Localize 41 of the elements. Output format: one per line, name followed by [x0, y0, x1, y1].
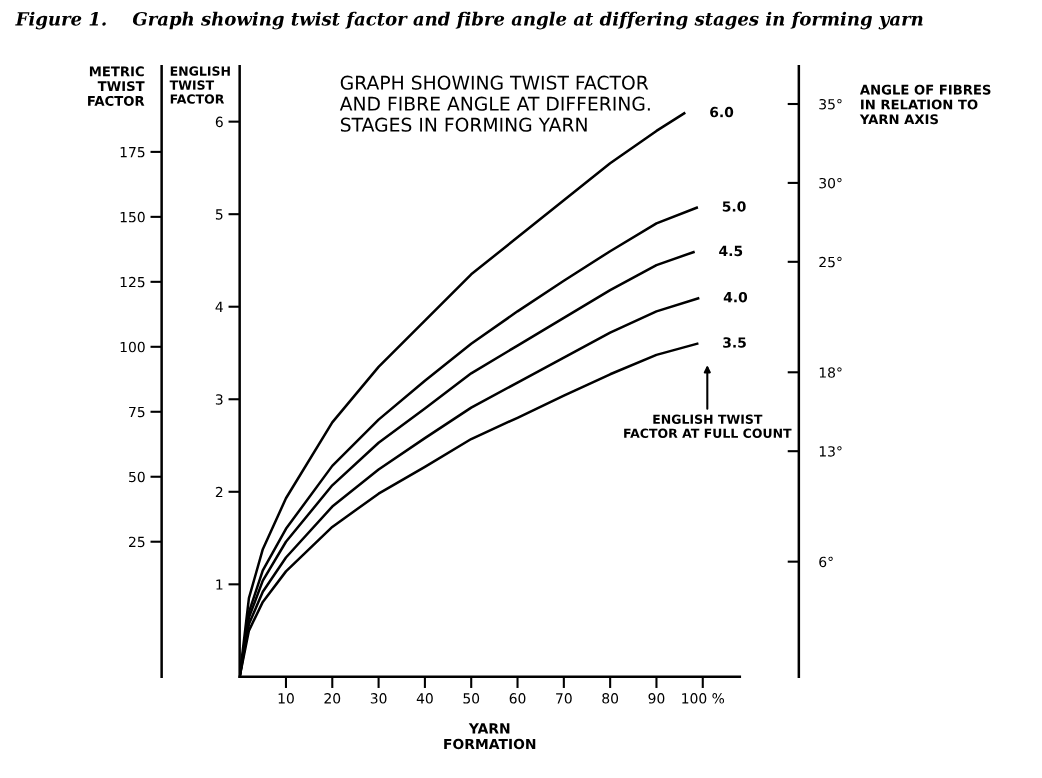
x-tick-label: 60 — [509, 693, 526, 704]
text: GRAPH SHOWING TWIST FACTOR AND FIBRE ANGLE AT DIFFERING. STAGES IN FORMING YARN — [339, 75, 650, 132]
y3-axis-title: METRIC TWIST FACTOR — [88, 66, 145, 106]
y2-axis-title: ANGLE OF FIBRES IN RELATION TO YARN AXIS — [859, 84, 991, 125]
y2-tick-label: 18° — [819, 367, 842, 378]
x-tick-label: 20 — [324, 693, 341, 704]
y3-tick-label: 25 — [129, 536, 145, 548]
y-axis-title: ENGLISH TWIST FACTOR — [169, 66, 230, 104]
x-tick-label: 40 — [416, 693, 433, 704]
x-tick-label: 90 — [648, 693, 665, 704]
y-tick-label: 3 — [215, 394, 223, 405]
series-label: 5.0 — [722, 201, 746, 212]
series-label: 3.5 — [723, 337, 746, 348]
y3-tick-label: 175 — [120, 147, 145, 158]
y-tick-label: 4 — [215, 301, 223, 312]
annotation: ENGLISH TWIST FACTOR AT FULL COUNT — [624, 414, 792, 438]
y2-tick-label: 25° — [819, 256, 842, 268]
x-tick-label: 30 — [370, 693, 387, 704]
caption: Figure 1. Graph showing twist factor and fibre angle at differing stages in forming yarn — [15, 11, 923, 30]
y3-tick-label: 50 — [129, 471, 145, 483]
y2-tick-label: 6° — [819, 556, 833, 568]
y2-tick-label: 13° — [819, 446, 842, 457]
series-label: 4.5 — [719, 245, 743, 257]
x-tick-label: 80 — [602, 693, 619, 704]
y3-tick-label: 100 — [120, 341, 145, 353]
x-tick-label: 10 — [278, 693, 294, 704]
x-tick-label: 70 — [556, 693, 572, 704]
y-tick-label: 5 — [215, 209, 223, 220]
y3-tick-label: 75 — [129, 406, 145, 418]
x-tick-label: 100 % — [682, 693, 725, 704]
x-axis-title: YARN FORMATION — [444, 723, 536, 750]
y2-tick-label: 30° — [819, 177, 842, 189]
y3-tick-label: 125 — [120, 276, 145, 288]
y-tick-label: 1 — [216, 579, 223, 590]
y-tick-label: 2 — [215, 486, 223, 498]
series-label: 6.0 — [710, 106, 734, 118]
series-label: 4.0 — [723, 291, 748, 303]
y2-tick-label: 35° — [819, 98, 842, 110]
y3-tick-label: 150 — [120, 211, 145, 223]
y-tick-label: 6 — [215, 116, 223, 128]
x-tick-label: 50 — [463, 693, 480, 704]
